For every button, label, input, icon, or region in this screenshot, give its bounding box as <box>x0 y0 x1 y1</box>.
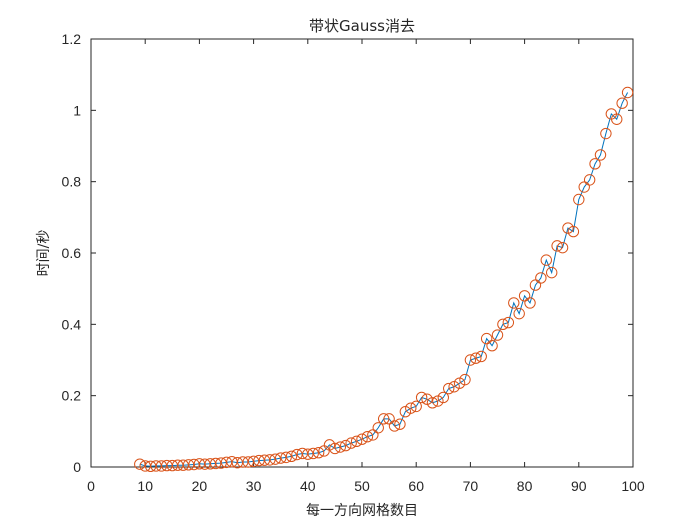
x-tick-label: 40 <box>300 478 316 494</box>
data-point-marker <box>426 397 439 409</box>
x-tick-label: 10 <box>137 478 153 494</box>
x-tick-label: 80 <box>517 478 533 494</box>
data-point-marker <box>307 447 319 460</box>
data-point-marker <box>546 266 558 279</box>
data-point-marker <box>518 290 531 302</box>
data-point-marker <box>513 307 525 320</box>
data-point-marker <box>567 225 580 238</box>
data-point-marker <box>502 316 515 329</box>
data-point-marker <box>242 456 254 468</box>
data-point-marker <box>459 373 471 386</box>
data-point-marker <box>350 435 363 448</box>
data-point-marker <box>540 254 552 266</box>
data-point-marker <box>377 413 390 425</box>
data-point-marker <box>367 429 379 441</box>
y-tick-label: 1.2 <box>62 31 82 47</box>
data-point-marker <box>594 149 607 161</box>
axes-box <box>90 38 634 468</box>
y-tick-label: 0.6 <box>62 245 82 261</box>
data-point-marker <box>280 451 292 464</box>
data-point-marker <box>578 181 590 193</box>
data-point-marker <box>524 297 536 309</box>
x-tick-label: 60 <box>408 478 424 494</box>
x-axis: 0 10 20 30 40 50 60 70 80 90 100 <box>87 39 645 494</box>
plot-area: 0 10 20 30 40 50 60 70 80 90 100 0 0.2 0.4 0.6 0.8 1 1.2 <box>62 31 645 494</box>
y-tick-label: 0.4 <box>62 316 82 332</box>
x-tick-label: 90 <box>571 478 587 494</box>
data-point-marker <box>491 329 504 341</box>
data-point-marker <box>410 400 422 413</box>
y-tick-label: 0.2 <box>62 388 82 404</box>
data-point-marker <box>247 455 260 467</box>
data-point-marker <box>285 450 298 462</box>
x-tick-label: 30 <box>246 478 262 494</box>
data-point-marker <box>437 391 449 404</box>
data-point-marker <box>551 240 563 252</box>
data-point-marker <box>464 354 477 366</box>
data-point-marker <box>415 391 428 404</box>
data-point-marker <box>302 448 314 460</box>
data-point-marker <box>486 340 498 352</box>
y-axis-label: 时间/秒 <box>36 230 52 277</box>
data-point-marker <box>264 454 276 466</box>
data-point-marker <box>361 430 374 443</box>
y-tick-label: 1 <box>73 102 81 118</box>
data-point-marker <box>258 454 271 466</box>
data-point-marker <box>215 457 227 469</box>
data-point-marker <box>556 241 569 254</box>
data-point-marker <box>340 439 352 452</box>
data-point-marker <box>600 127 612 140</box>
data-point-marker <box>470 352 482 364</box>
data-point-marker <box>405 402 417 414</box>
data-point-marker <box>497 318 509 331</box>
data-point-marker <box>383 413 395 425</box>
data-point-marker <box>611 113 623 125</box>
data-point-marker <box>508 297 520 309</box>
data-point-marker <box>573 193 585 206</box>
data-point-marker <box>275 452 287 464</box>
data-point-marker <box>480 332 493 345</box>
data-point-marker <box>388 420 401 432</box>
data-point-marker <box>475 350 487 363</box>
data-point-marker <box>209 457 222 470</box>
data-point-marker <box>334 441 347 453</box>
chart-title: 带状Gauss消去 <box>309 17 415 35</box>
data-point-marker <box>372 422 384 434</box>
data-point-marker <box>312 447 325 459</box>
x-tick-label: 100 <box>621 478 645 494</box>
x-tick-label: 20 <box>192 478 208 494</box>
y-tick-label: 0 <box>73 459 81 475</box>
data-point-marker <box>583 174 596 186</box>
data-point-marker <box>182 459 195 471</box>
data-point-marker <box>134 458 146 470</box>
data-point-marker <box>535 272 547 284</box>
data-point-marker <box>356 433 368 445</box>
x-tick-label: 0 <box>87 478 95 494</box>
x-tick-label: 50 <box>354 478 370 494</box>
data-point-marker <box>443 382 455 395</box>
data-point-marker <box>269 453 281 465</box>
data-point-marker <box>529 279 542 291</box>
y-tick-label: 0.8 <box>62 174 82 190</box>
y-axis: 0 0.2 0.4 0.6 0.8 1 1.2 <box>62 31 633 475</box>
data-point-marker <box>589 158 601 170</box>
data-point-marker <box>329 442 341 455</box>
data-point-marker <box>616 97 628 109</box>
x-tick-label: 70 <box>463 478 479 494</box>
data-point-marker <box>621 86 634 99</box>
data-point-marker <box>394 418 406 430</box>
x-axis-label: 每一方向网格数目 <box>306 503 418 519</box>
data-point-marker <box>345 437 357 449</box>
series-markers <box>134 86 634 472</box>
